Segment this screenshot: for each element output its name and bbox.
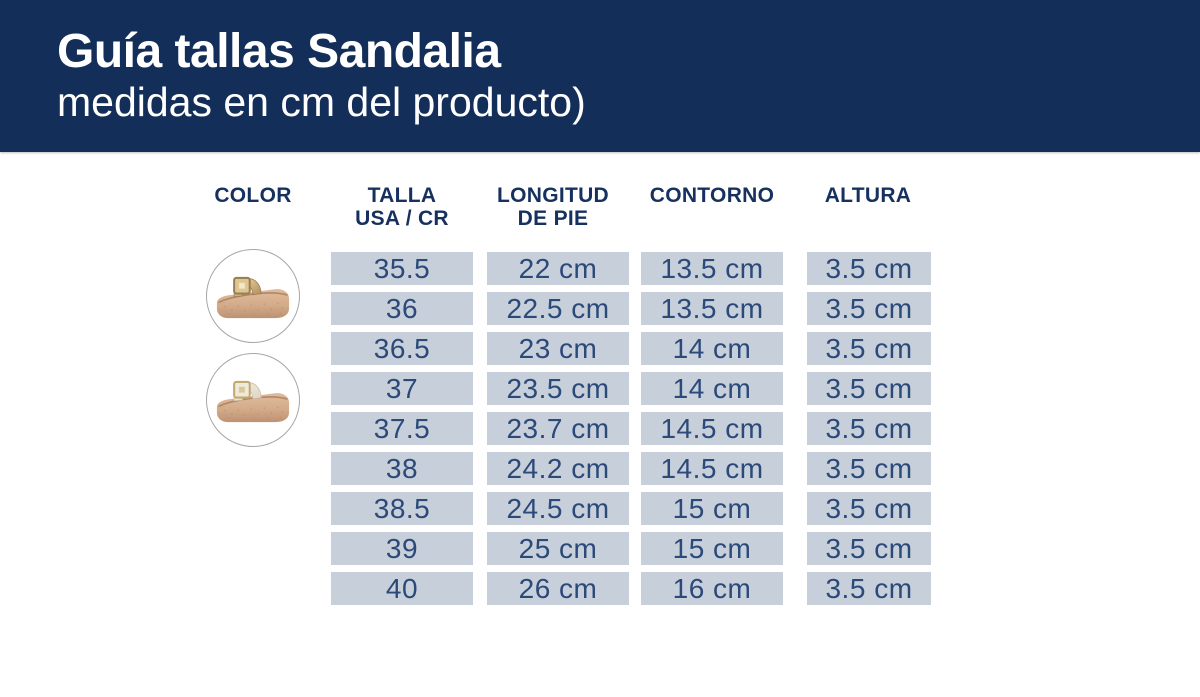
size-cell-talla: 38 — [331, 452, 473, 485]
size-cell-contorno: 15 cm — [641, 532, 783, 565]
product-photo-gold-sandal — [206, 249, 300, 343]
size-cell-altura: 3.5 cm — [807, 412, 931, 445]
size-cell-talla: 36 — [331, 292, 473, 325]
page-subtitle: medidas en cm del producto) — [57, 78, 586, 125]
size-cell-talla: 40 — [331, 572, 473, 605]
column-header-contorno: CONTORNO — [650, 184, 775, 207]
column-header-altura: ALTURA — [825, 184, 912, 207]
column-header-label: CONTORNO — [649, 184, 775, 207]
column-header-label: COLOR — [214, 184, 292, 207]
size-cell-contorno: 14 cm — [641, 372, 783, 405]
column-talla-cells: 35.5 36 36.5 37 37.5 38 38.5 39 40 — [331, 252, 473, 605]
size-cell-contorno: 14.5 cm — [641, 412, 783, 445]
column-altura-cells: 3.5 cm 3.5 cm 3.5 cm 3.5 cm 3.5 cm 3.5 cm 3.5 … — [807, 252, 931, 605]
size-cell-altura: 3.5 cm — [807, 332, 931, 365]
size-cell-longitud: 26 cm — [487, 572, 629, 605]
size-cell-contorno: 13.5 cm — [641, 292, 783, 325]
size-cell-altura: 3.5 cm — [807, 292, 931, 325]
size-cell-altura: 3.5 cm — [807, 372, 931, 405]
size-cell-contorno: 13.5 cm — [641, 252, 783, 285]
size-cell-contorno: 14.5 cm — [641, 452, 783, 485]
gold-platform-sandal-icon — [216, 276, 290, 319]
header-banner: Guía tallas Sandalia medidas en cm del p… — [0, 0, 1200, 152]
column-longitud-cells: 22 cm 22.5 cm 23 cm 23.5 cm 23.7 cm 24.2 cm 24… — [487, 252, 629, 605]
size-cell-longitud: 23.5 cm — [487, 372, 629, 405]
size-cell-altura: 3.5 cm — [807, 572, 931, 605]
size-cell-longitud: 24.5 cm — [487, 492, 629, 525]
size-cell-talla: 37 — [331, 372, 473, 405]
size-cell-longitud: 23.7 cm — [487, 412, 629, 445]
size-cell-altura: 3.5 cm — [807, 492, 931, 525]
size-cell-talla: 36.5 — [331, 332, 473, 365]
size-cell-talla: 35.5 — [331, 252, 473, 285]
cream-platform-sandal-icon — [216, 380, 290, 423]
column-header-talla: TALLA USA / CR — [355, 184, 449, 230]
size-cell-longitud: 22 cm — [487, 252, 629, 285]
column-header-label: ALTURA — [824, 184, 912, 207]
size-cell-talla: 37.5 — [331, 412, 473, 445]
column-header-longitud: LONGITUD DE PIE — [496, 184, 610, 230]
size-cell-altura: 3.5 cm — [807, 452, 931, 485]
size-cell-contorno: 15 cm — [641, 492, 783, 525]
size-cell-longitud: 25 cm — [487, 532, 629, 565]
size-cell-longitud: 22.5 cm — [487, 292, 629, 325]
page-title: Guía tallas Sandalia — [57, 25, 501, 78]
product-photo-cream-sandal — [206, 353, 300, 447]
size-cell-contorno: 14 cm — [641, 332, 783, 365]
column-contorno-cells: 13.5 cm 13.5 cm 14 cm 14 cm 14.5 cm 14.5 cm 15… — [641, 252, 783, 605]
size-cell-contorno: 16 cm — [641, 572, 783, 605]
size-cell-altura: 3.5 cm — [807, 532, 931, 565]
column-header-label: LONGITUD — [496, 184, 610, 207]
column-header-color: COLOR — [214, 184, 291, 207]
size-cell-talla: 39 — [331, 532, 473, 565]
size-cell-longitud: 24.2 cm — [487, 452, 629, 485]
size-cell-altura: 3.5 cm — [807, 252, 931, 285]
size-cell-talla: 38.5 — [331, 492, 473, 525]
column-header-label: TALLA — [367, 184, 437, 207]
size-cell-longitud: 23 cm — [487, 332, 629, 365]
